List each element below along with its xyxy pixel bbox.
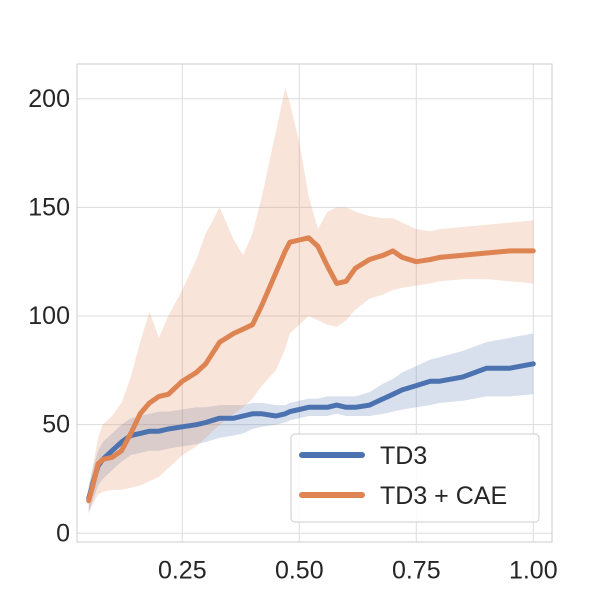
band-td3 — [88, 333, 534, 514]
line-td3-cae — [86, 235, 536, 504]
line-td3 — [86, 361, 536, 501]
x-tick-label-0: 0.25 — [158, 557, 207, 585]
legend-label-td3-cae: TD3 + CAE — [380, 482, 507, 510]
x-tick-label-3: 1.00 — [509, 557, 558, 585]
legend-label-td3: TD3 — [380, 442, 427, 470]
y-tick-label-4: 200 — [28, 85, 70, 113]
grid — [77, 64, 552, 542]
x-tick-label-1: 0.50 — [275, 557, 324, 585]
plot-frame — [76, 63, 553, 543]
x-tick-label-2: 0.75 — [392, 557, 441, 585]
y-tick-label-3: 150 — [28, 193, 70, 221]
y-tick-label-1: 50 — [42, 411, 70, 439]
band-td3-cae — [88, 87, 534, 512]
legend: TD3 TD3 + CAE — [290, 433, 540, 523]
tick-labels: 0.25 0.50 0.75 1.00 0 50 100 150 200 — [28, 85, 557, 585]
y-tick-label-0: 0 — [56, 519, 70, 547]
y-tick-label-2: 100 — [28, 302, 70, 330]
series-lines — [86, 235, 536, 504]
confidence-bands — [88, 87, 534, 514]
